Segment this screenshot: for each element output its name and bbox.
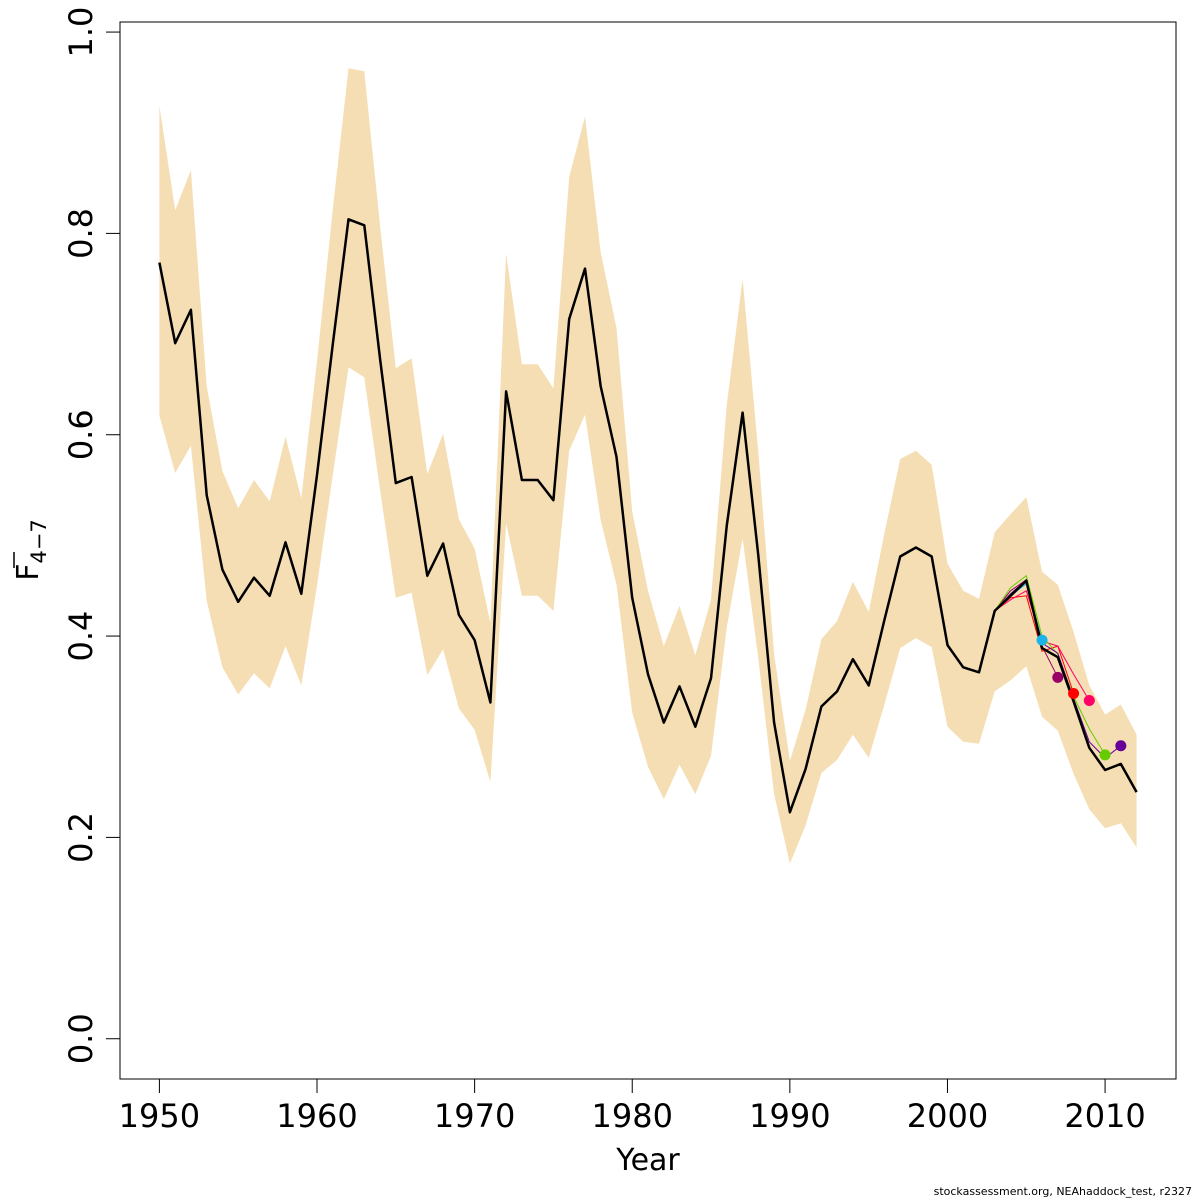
y-tick-label: 1.0 <box>62 7 100 58</box>
retro-endpoint-2007 <box>1052 671 1064 683</box>
x-tick-label: 1970 <box>434 1097 515 1135</box>
x-tick-label: 2000 <box>907 1097 988 1135</box>
main-estimate-line <box>158 218 1138 814</box>
retro-endpoint-2009 <box>1083 694 1095 706</box>
x-axis-title: Year <box>615 1143 680 1178</box>
svg-text:F4−7: F4−7 <box>11 519 51 581</box>
y-axis-title: F4−7 <box>11 519 51 581</box>
confidence-band <box>159 68 1137 864</box>
x-tick-label: 1980 <box>592 1097 673 1135</box>
x-tick-label: 1950 <box>119 1097 200 1135</box>
y-axis: 0.0 0.2 0.4 0.6 0.8 1.0 <box>62 7 121 1064</box>
y-tick-label: 0.6 <box>62 409 100 460</box>
retro-endpoint-2006 <box>1036 634 1048 646</box>
retro-endpoint-2010 <box>1099 749 1111 761</box>
y-tick-label: 0.4 <box>62 611 100 662</box>
x-tick-label: 1960 <box>276 1097 357 1135</box>
retro-endpoint-2008 <box>1068 687 1080 699</box>
confidence-band-area <box>159 68 1137 864</box>
y-tick-label: 0.0 <box>62 1013 100 1064</box>
y-axis-title-subscript: 4−7 <box>27 519 51 563</box>
y-axis-title-main: F <box>11 564 46 581</box>
main-line <box>158 218 1138 814</box>
retro-endpoints <box>1036 634 1127 761</box>
credit-text: stockassessment.org, NEAhaddock_test, r2… <box>933 1185 1192 1198</box>
x-tick-label: 2010 <box>1064 1097 1145 1135</box>
x-axis: 1950 1960 1970 1980 1990 2000 2010 <box>119 1078 1146 1135</box>
y-tick-label: 0.8 <box>62 208 100 259</box>
retro-endpoint-2011 <box>1115 740 1127 752</box>
x-tick-label: 1990 <box>749 1097 830 1135</box>
y-tick-label: 0.2 <box>62 812 100 863</box>
